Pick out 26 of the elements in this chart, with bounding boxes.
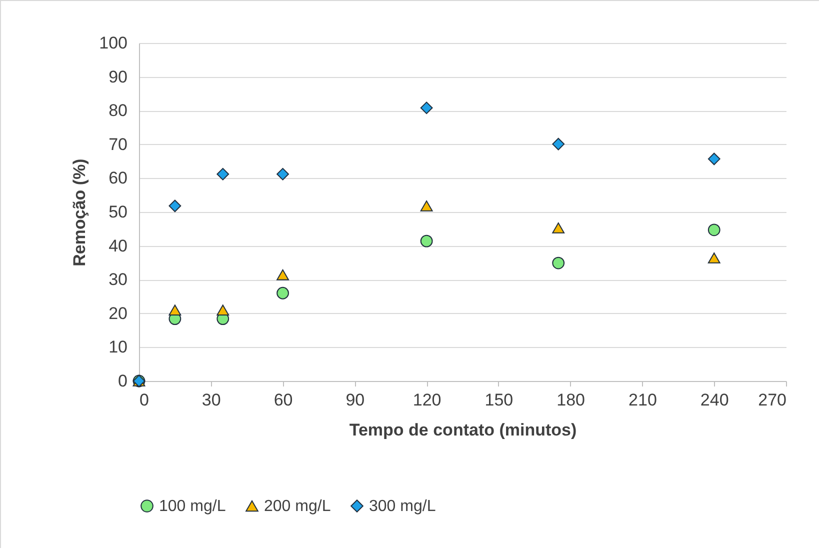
- y-tick-label: 30: [108, 270, 128, 290]
- y-tick-label: 100: [99, 34, 128, 52]
- legend-label: 300 mg/L: [369, 498, 436, 515]
- x-tick-label: 150: [484, 390, 514, 410]
- y-tick-label: 50: [108, 202, 128, 222]
- y-tick-label: 90: [108, 67, 128, 86]
- x-tick-label: 60: [274, 390, 293, 410]
- y-tick-label: 20: [108, 304, 128, 323]
- legend-label: 100 mg/L: [159, 498, 226, 515]
- y-tick-label: 10: [108, 338, 128, 357]
- x-tick-label: 210: [628, 390, 657, 410]
- x-tick-label: 240: [700, 390, 729, 410]
- x-tick-label: 30: [202, 390, 221, 410]
- x-tick-label: 120: [412, 390, 442, 410]
- legend-label: 200 mg/L: [264, 498, 331, 515]
- y-tick-label: 40: [108, 236, 128, 256]
- y-tick-label: 60: [108, 168, 128, 188]
- x-tick-label: 90: [346, 390, 365, 410]
- x-axis-title: Tempo de contato (minutos): [349, 420, 577, 440]
- y-tick-label: 80: [108, 101, 128, 120]
- x-tick-label: 270: [758, 390, 786, 410]
- x-tick-label: 0: [140, 390, 149, 410]
- y-tick-label: 70: [108, 134, 128, 154]
- x-tick-label: 180: [556, 390, 586, 410]
- y-axis-title: Remoção (%): [70, 158, 90, 266]
- y-tick-label: 0: [118, 372, 128, 390]
